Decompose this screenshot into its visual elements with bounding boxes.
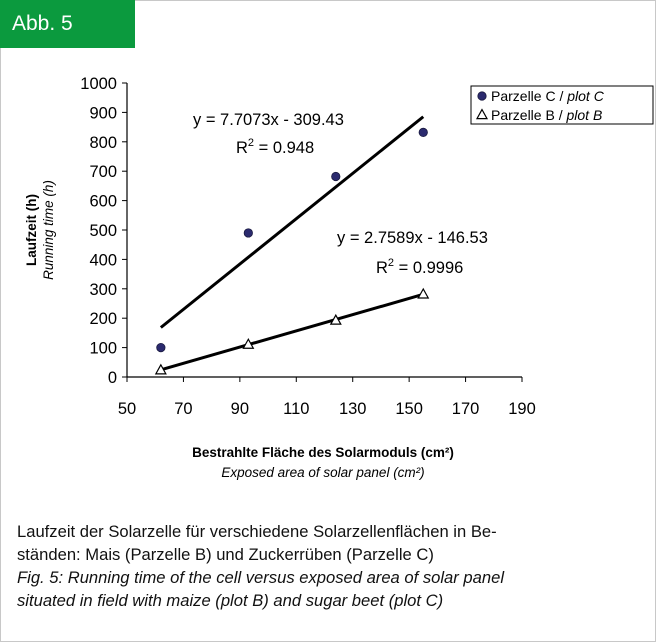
- y-tick-label: 600: [89, 193, 117, 211]
- trendline-plot-b: [160, 292, 424, 372]
- legend-box: [470, 85, 654, 125]
- trendline-plot-c: [159, 115, 425, 329]
- y-tick-label: 700: [89, 163, 117, 181]
- x-tick-label: 50: [118, 400, 136, 418]
- y-axis-title-english: Running time (h): [41, 180, 56, 280]
- y-tick-label: 900: [89, 104, 117, 122]
- x-tick-label: 70: [174, 400, 192, 418]
- data-point-plot-b: [329, 313, 342, 325]
- y-tick-label: 0: [108, 369, 117, 387]
- figure-number-badge: Abb. 5: [0, 0, 135, 48]
- caption-english-line-1: Fig. 5: Running time of the cell versus …: [17, 568, 505, 587]
- caption-german-line-2: ständen: Mais (Parzelle B) und Zuckerrüb…: [17, 545, 434, 564]
- legend-label-plot-b: Parzelle B / plot B: [491, 107, 602, 123]
- data-point-plot-b: [242, 338, 255, 349]
- y-tick-label: 200: [89, 310, 117, 328]
- x-tick-label: 150: [395, 400, 423, 418]
- x-axis-title-english: Exposed area of solar panel (cm²): [221, 465, 424, 480]
- frame-border-left: [0, 0, 1, 642]
- data-point-plot-b: [154, 363, 167, 375]
- x-axis-title: Bestrahlte Fläche des Solarmoduls (cm²): [192, 445, 454, 460]
- legend-marker-plot-c: [477, 91, 487, 101]
- y-tick-label: 1000: [80, 75, 117, 93]
- x-tick-label: 190: [508, 400, 536, 418]
- data-point-plot-c: [331, 171, 341, 182]
- legend-label-plot-c: Parzelle C / plot C: [491, 88, 605, 104]
- y-axis-title: Laufzeit (h): [24, 194, 39, 266]
- caption-english-line-2: situated in field with maize (plot B) an…: [17, 591, 444, 610]
- x-tick-label: 130: [339, 400, 367, 418]
- data-point-plot-c: [156, 342, 166, 353]
- figure-caption: Laufzeit der Solarzelle für verschiedene…: [17, 520, 637, 612]
- equation-plot-b: y = 2.7589x - 146.53: [337, 229, 488, 247]
- y-tick-label: 800: [89, 134, 117, 152]
- legend-marker-plot-b: [475, 108, 489, 120]
- x-tick-label: 90: [231, 400, 249, 418]
- r-squared-plot-b: R2 = 0.9996: [376, 257, 463, 277]
- data-point-plot-c: [243, 228, 253, 238]
- y-tick-label: 300: [89, 281, 117, 299]
- y-tick-label: 400: [89, 251, 117, 269]
- data-point-plot-c: [418, 127, 428, 137]
- data-point-plot-b: [417, 287, 430, 299]
- frame-border-top: [0, 0, 656, 1]
- x-tick-label: 170: [452, 400, 480, 418]
- caption-german-line-1: Laufzeit der Solarzelle für verschiedene…: [17, 522, 497, 541]
- y-tick-label: 500: [89, 222, 117, 240]
- r-squared-plot-c: R2 = 0.948: [236, 137, 314, 157]
- y-tick-label: 100: [89, 340, 117, 358]
- x-tick-label: 110: [283, 400, 309, 418]
- scatter-chart: 0 100 200 300 400 500 600 700 800 900 1000 50 70 90 11…: [24, 75, 654, 480]
- equation-plot-c: y = 7.7073x - 309.43: [193, 111, 344, 129]
